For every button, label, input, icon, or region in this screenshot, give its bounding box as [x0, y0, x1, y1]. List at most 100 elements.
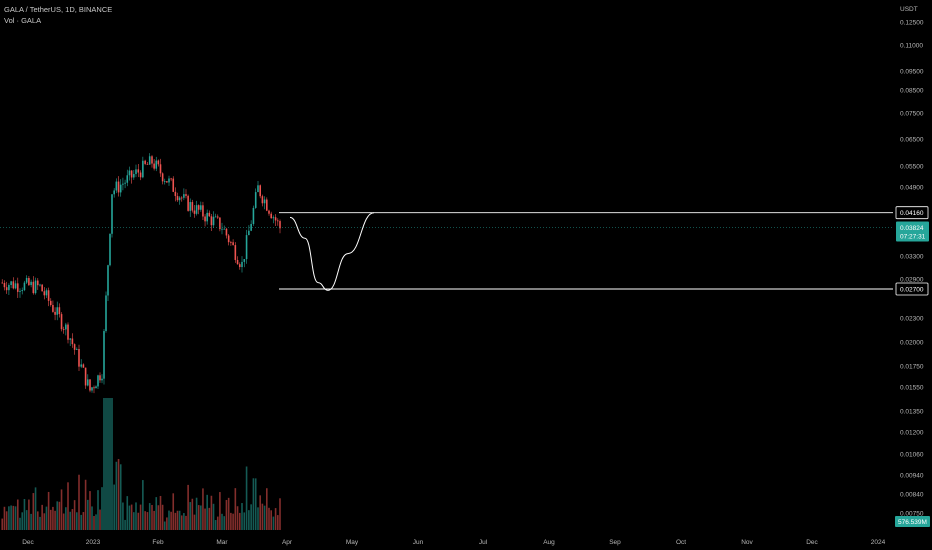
candle[interactable]: [174, 191, 177, 197]
candle[interactable]: [193, 210, 196, 214]
candle[interactable]: [180, 197, 183, 199]
candle[interactable]: [1, 282, 4, 284]
candle[interactable]: [122, 183, 124, 185]
candle[interactable]: [87, 379, 89, 386]
candle[interactable]: [216, 216, 219, 218]
candle[interactable]: [144, 160, 146, 164]
candle[interactable]: [10, 281, 12, 286]
candle[interactable]: [12, 281, 15, 289]
candle[interactable]: [69, 338, 71, 340]
candle[interactable]: [195, 205, 198, 214]
candle[interactable]: [71, 338, 74, 345]
candle[interactable]: [166, 181, 168, 183]
candle[interactable]: [107, 265, 109, 296]
candle[interactable]: [248, 230, 250, 236]
candle[interactable]: [23, 282, 26, 291]
candle[interactable]: [43, 291, 46, 296]
candle[interactable]: [259, 185, 261, 197]
candle[interactable]: [223, 228, 226, 230]
candle[interactable]: [109, 233, 111, 266]
candle[interactable]: [206, 212, 208, 222]
candle[interactable]: [32, 281, 35, 294]
candle[interactable]: [60, 314, 63, 330]
candle[interactable]: [137, 169, 140, 173]
candle[interactable]: [189, 202, 192, 211]
volume-legend[interactable]: Vol · GALA: [4, 16, 42, 25]
candle[interactable]: [62, 329, 65, 330]
candle[interactable]: [183, 194, 185, 198]
candle[interactable]: [113, 190, 115, 195]
candle[interactable]: [97, 375, 99, 387]
candle[interactable]: [5, 287, 8, 291]
candle[interactable]: [124, 182, 126, 184]
symbol-title[interactable]: GALA / TetherUS, 1D, BINANCE: [4, 5, 113, 14]
candle[interactable]: [219, 217, 221, 230]
candle[interactable]: [99, 375, 101, 381]
candle[interactable]: [185, 194, 187, 196]
candle[interactable]: [270, 213, 272, 219]
candle[interactable]: [170, 178, 172, 180]
candle[interactable]: [139, 172, 142, 178]
candle[interactable]: [157, 160, 160, 165]
candle[interactable]: [30, 281, 32, 286]
candle[interactable]: [49, 300, 52, 306]
candle[interactable]: [36, 280, 39, 286]
candle[interactable]: [128, 170, 131, 176]
candle[interactable]: [89, 379, 91, 391]
candle[interactable]: [115, 181, 118, 191]
candle[interactable]: [176, 196, 179, 201]
candle[interactable]: [148, 156, 151, 165]
candle[interactable]: [78, 349, 80, 367]
candle[interactable]: [153, 163, 155, 169]
candle[interactable]: [76, 349, 78, 350]
candle[interactable]: [65, 324, 67, 330]
candle[interactable]: [191, 202, 194, 211]
candle[interactable]: [234, 245, 237, 260]
candle[interactable]: [19, 290, 21, 292]
candle[interactable]: [261, 196, 264, 204]
candle[interactable]: [257, 185, 259, 193]
candle[interactable]: [212, 216, 215, 226]
candle[interactable]: [25, 278, 28, 283]
candle[interactable]: [14, 283, 17, 289]
candle[interactable]: [135, 169, 137, 175]
candle[interactable]: [272, 217, 275, 219]
candle[interactable]: [277, 220, 279, 222]
candle[interactable]: [155, 160, 158, 169]
candle[interactable]: [101, 378, 103, 381]
candle[interactable]: [91, 387, 93, 391]
candle[interactable]: [3, 282, 6, 288]
candle[interactable]: [161, 173, 164, 182]
candle[interactable]: [274, 217, 277, 221]
candle[interactable]: [58, 307, 61, 315]
candle[interactable]: [103, 331, 105, 379]
candle[interactable]: [52, 305, 54, 312]
candle[interactable]: [73, 344, 76, 350]
candle[interactable]: [225, 228, 228, 236]
candle[interactable]: [221, 228, 223, 230]
candle[interactable]: [16, 283, 19, 292]
candle[interactable]: [263, 199, 266, 204]
candle[interactable]: [146, 163, 149, 165]
candle[interactable]: [210, 216, 213, 226]
candle[interactable]: [93, 387, 95, 389]
candle[interactable]: [47, 290, 50, 301]
projection-curve[interactable]: [289, 212, 375, 291]
candle[interactable]: [202, 205, 204, 217]
candle[interactable]: [168, 178, 170, 183]
candle[interactable]: [163, 181, 166, 182]
candle[interactable]: [243, 259, 246, 262]
candle[interactable]: [119, 184, 122, 193]
candle[interactable]: [126, 175, 129, 183]
candle[interactable]: [105, 295, 107, 332]
candle[interactable]: [95, 386, 97, 389]
candle[interactable]: [34, 280, 37, 294]
candle[interactable]: [67, 324, 69, 340]
candle[interactable]: [214, 216, 217, 218]
candle[interactable]: [266, 199, 268, 211]
candle[interactable]: [39, 284, 41, 286]
candle[interactable]: [252, 207, 255, 224]
candle[interactable]: [245, 235, 248, 260]
candle[interactable]: [133, 174, 135, 178]
